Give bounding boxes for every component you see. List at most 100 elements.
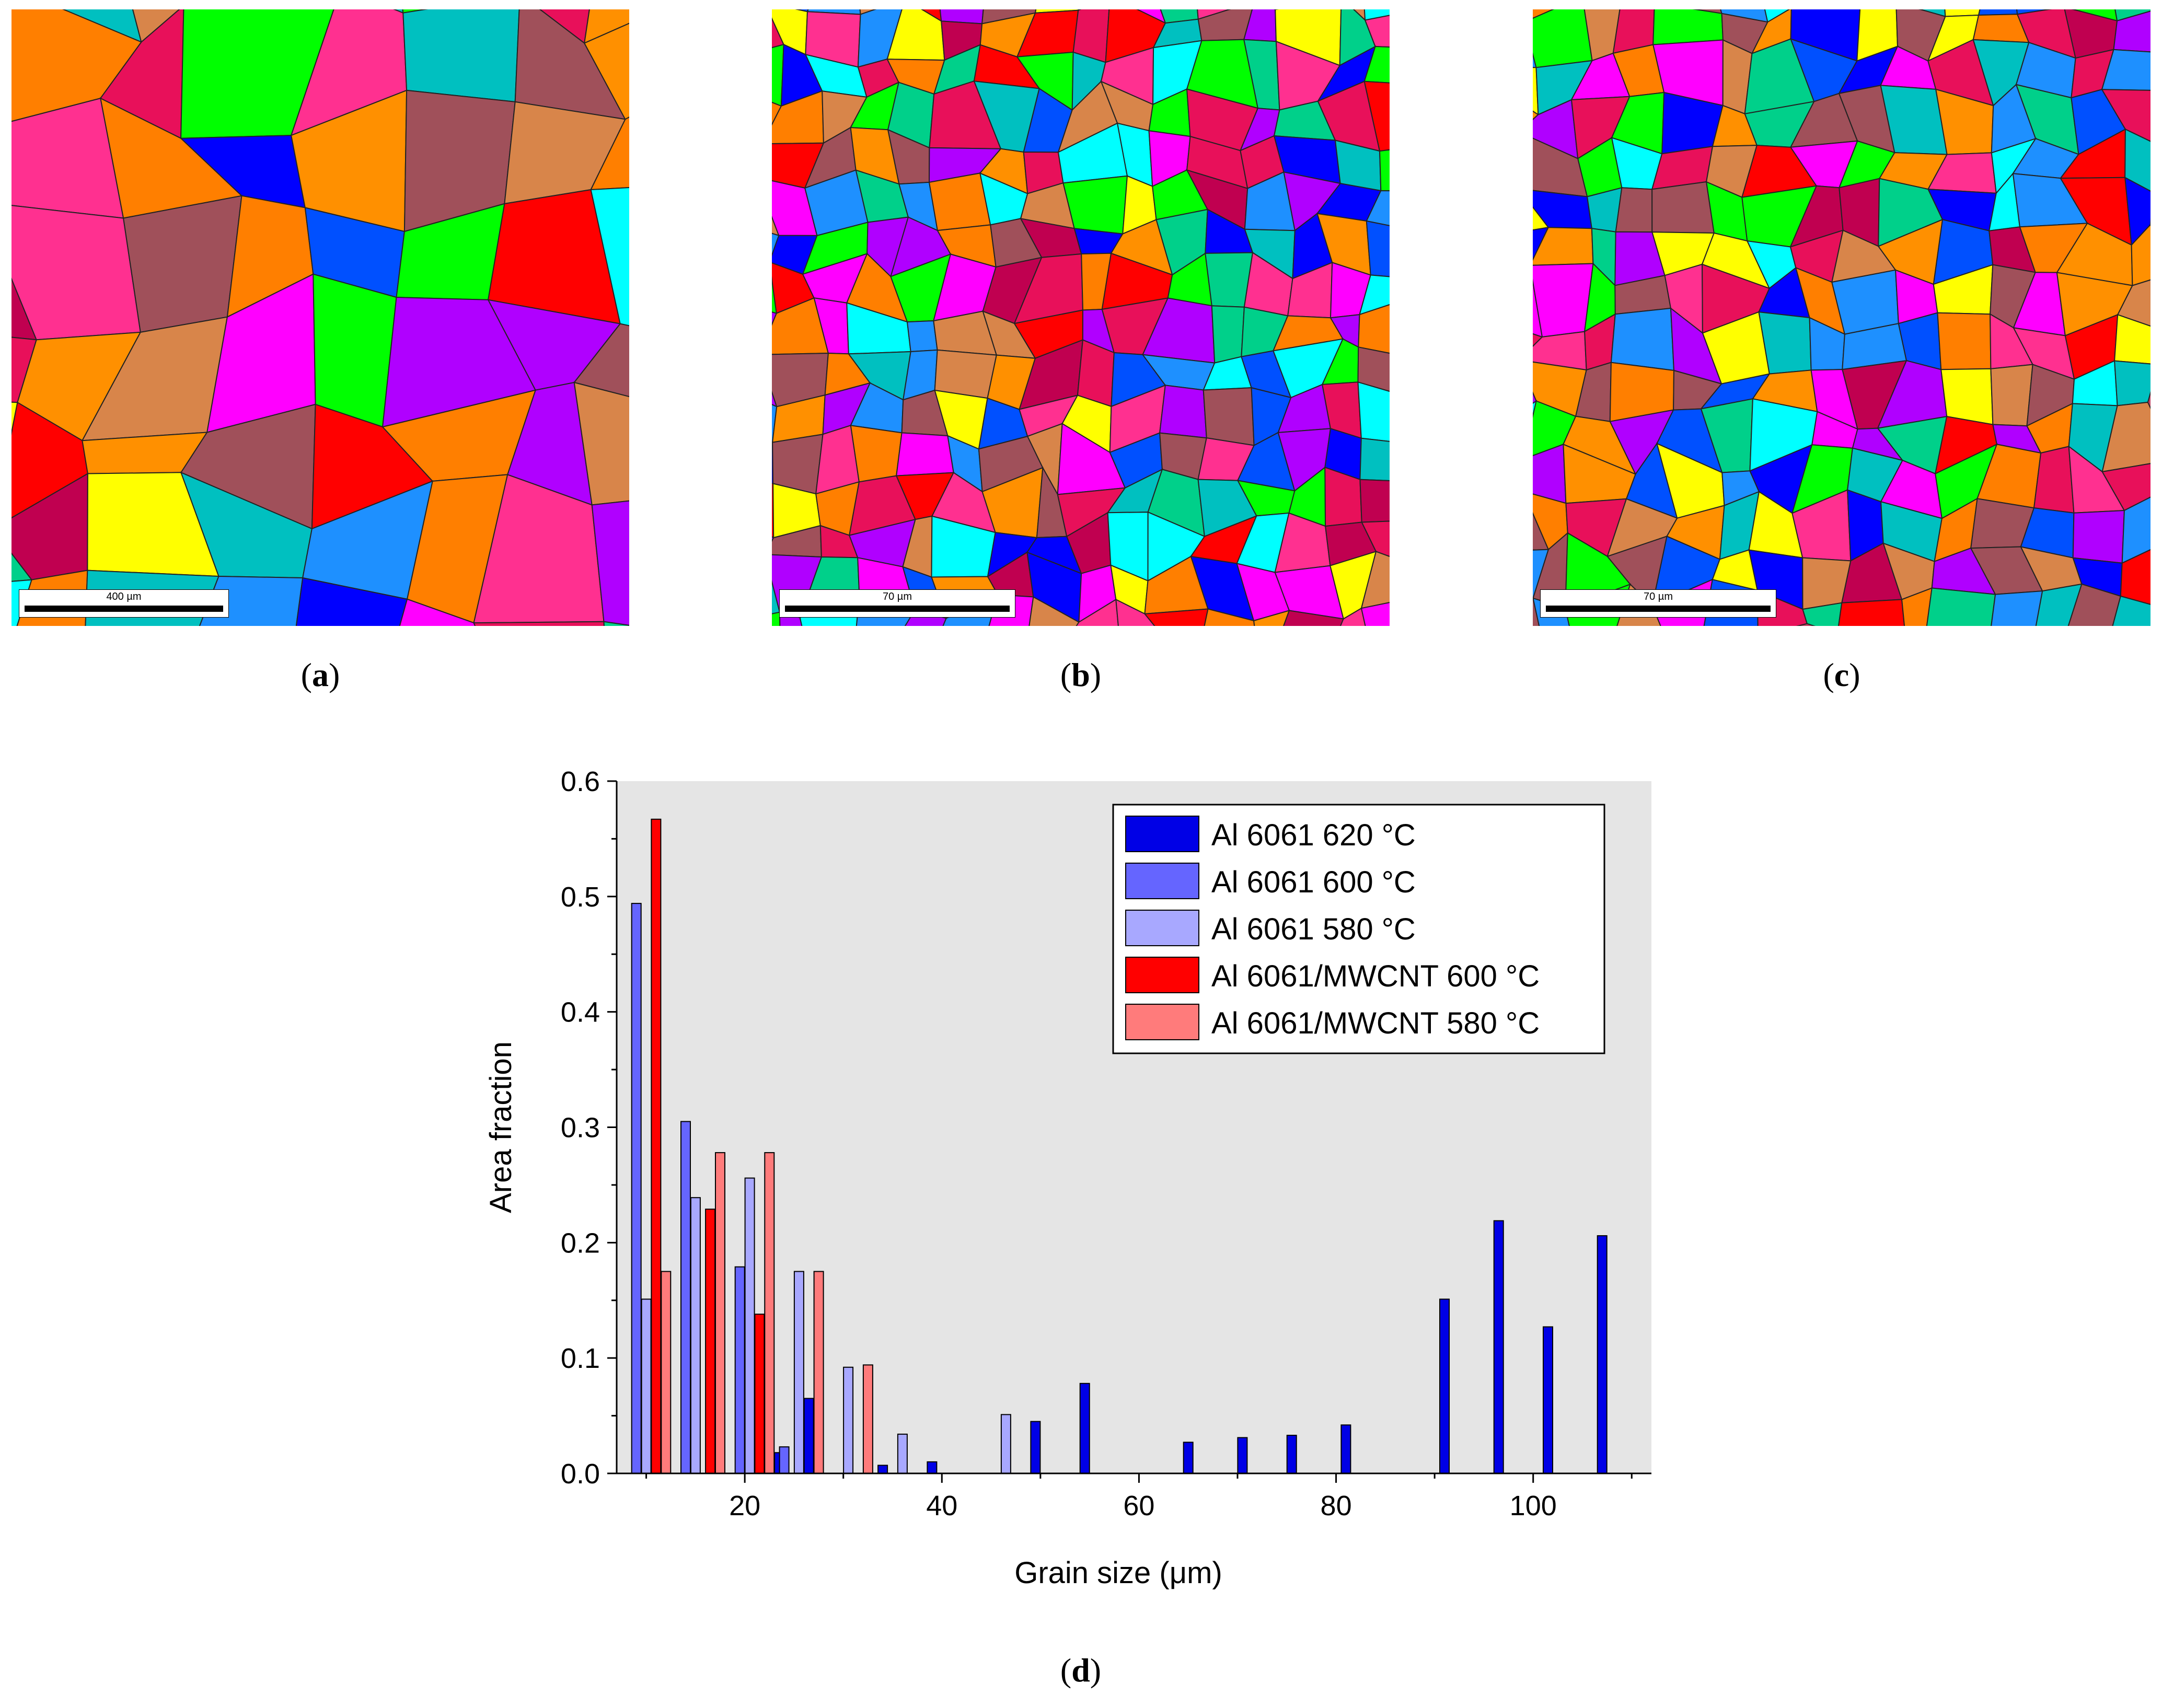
legend-swatch — [1125, 863, 1199, 899]
grain-map-svg-a — [11, 9, 629, 626]
grain — [1143, 608, 1209, 626]
bar-series-0 — [1543, 1326, 1553, 1474]
legend-swatch — [1125, 910, 1199, 946]
grain — [1115, 598, 1155, 626]
bar-series-2 — [690, 1197, 701, 1474]
grain — [1901, 587, 1933, 626]
grain — [1359, 437, 1390, 482]
grain — [1990, 364, 2033, 427]
grain — [573, 381, 629, 506]
grain — [2120, 549, 2151, 605]
grain — [1357, 346, 1390, 392]
grain — [2114, 360, 2151, 406]
grain — [1366, 220, 1390, 277]
grain — [2067, 583, 2122, 626]
bar-series-0 — [1079, 1382, 1090, 1474]
y-tick-label: 0.0 — [561, 1458, 600, 1490]
bar-series-4 — [764, 1152, 775, 1474]
bar-series-1 — [680, 1121, 691, 1474]
grain — [1211, 305, 1245, 364]
grain — [132, 9, 180, 43]
grain — [1359, 479, 1390, 523]
grain — [122, 195, 242, 333]
grain — [1283, 610, 1345, 626]
y-tick-label: 0.4 — [561, 997, 600, 1028]
grain — [896, 432, 954, 477]
grain — [1077, 339, 1115, 408]
bar-series-0 — [1237, 1437, 1248, 1474]
grain — [2124, 128, 2151, 192]
grain — [2114, 9, 2151, 22]
bar-series-1 — [734, 1266, 745, 1474]
grain — [1533, 333, 1543, 347]
bar-series-3 — [754, 1314, 765, 1474]
legend-swatch — [1125, 1004, 1199, 1040]
grain — [583, 9, 629, 44]
grain — [1533, 263, 1594, 338]
legend-label: Al 6061 600 °C — [1211, 865, 1416, 899]
grain — [590, 187, 629, 327]
ebsd-map-c: 70 µm — [1533, 9, 2151, 626]
bar-series-1 — [631, 903, 642, 1474]
scale-bar-label-b: 70 µm — [883, 591, 912, 602]
grain — [1360, 551, 1390, 609]
bar-series-2 — [641, 1298, 652, 1474]
scale-bar-line-b — [785, 606, 1010, 612]
grain-map-svg-b — [772, 9, 1390, 626]
grain — [1533, 9, 1593, 68]
scale-bar-c: 70 µm — [1540, 589, 1776, 618]
y-tick-label: 0.2 — [561, 1227, 600, 1259]
y-axis-label: Area fraction — [484, 1041, 518, 1213]
grain-size-chart: 0.0 0.1 0.2 0.3 0.4 0.5 0.6 20 40 60 80 100 Grain si… — [455, 721, 1719, 1641]
grain — [1652, 9, 1724, 45]
grain — [591, 500, 629, 626]
grain — [934, 349, 998, 399]
grain — [573, 323, 629, 398]
grain — [2112, 595, 2151, 626]
scale-bar-b: 70 µm — [779, 589, 1015, 618]
grain — [1340, 607, 1366, 626]
panel-label-c: (c) — [1823, 656, 1860, 693]
bar-series-0 — [927, 1461, 938, 1474]
grain — [1360, 602, 1390, 626]
grain — [402, 9, 520, 103]
grain — [589, 117, 629, 191]
bar-series-0 — [1340, 1424, 1351, 1474]
grain-map-svg-c — [1533, 9, 2151, 626]
grain — [1802, 602, 1843, 626]
bar-series-2 — [897, 1433, 908, 1474]
x-tick-label: 40 — [926, 1490, 957, 1521]
bar-series-0 — [1030, 1421, 1041, 1474]
x-axis-label: Grain size (μm) — [1014, 1556, 1222, 1590]
legend-swatch — [1125, 957, 1199, 993]
grain — [2101, 49, 2151, 91]
grain — [583, 22, 629, 120]
panel-label-a: (a) — [300, 656, 340, 693]
bar-series-0 — [1286, 1435, 1297, 1474]
bar-series-0 — [1493, 1220, 1504, 1474]
bar-series-4 — [715, 1152, 725, 1474]
grain — [1838, 599, 1905, 626]
grain — [1940, 368, 1994, 425]
grain — [2101, 401, 2151, 473]
bar-series-0 — [803, 1398, 814, 1474]
grain — [1651, 181, 1715, 234]
bar-series-2 — [744, 1177, 755, 1474]
grain — [1615, 187, 1653, 233]
x-tick-label: 80 — [1321, 1490, 1352, 1521]
bar-series-2 — [793, 1271, 804, 1474]
grain — [2113, 10, 2151, 53]
y-tick-label: 0.1 — [561, 1343, 600, 1374]
bar-series-4 — [862, 1364, 873, 1474]
grain — [2035, 583, 2083, 626]
grain — [2117, 279, 2151, 327]
chart-svg: 0.0 0.1 0.2 0.3 0.4 0.5 0.6 20 40 60 80 100 Grain si… — [484, 766, 1651, 1590]
legend-label: Al 6061/MWCNT 600 °C — [1211, 959, 1540, 993]
grain — [1359, 274, 1390, 316]
legend-label: Al 6061 580 °C — [1211, 912, 1416, 946]
bar-series-0 — [877, 1465, 888, 1474]
grain — [1203, 387, 1255, 446]
grain — [2033, 446, 2075, 514]
grain — [1533, 110, 1539, 121]
legend-label: Al 6061/MWCNT 580 °C — [1211, 1006, 1540, 1040]
